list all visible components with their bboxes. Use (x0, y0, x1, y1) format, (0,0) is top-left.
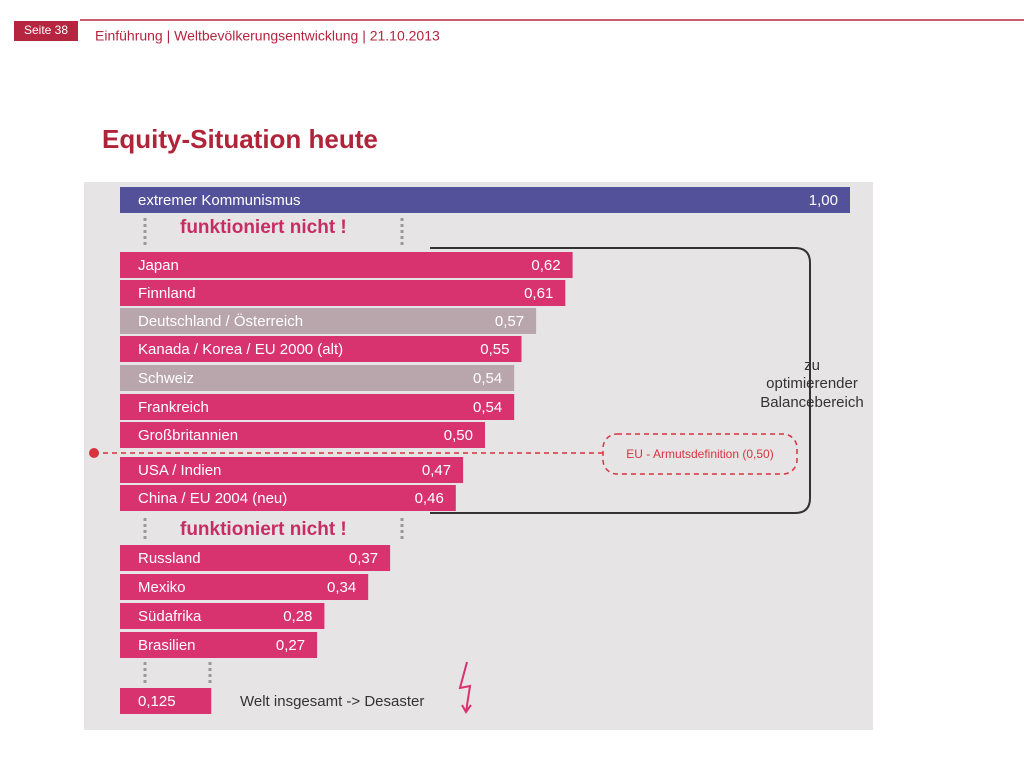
category-label: Südafrika (138, 608, 202, 625)
bar (120, 457, 464, 483)
value-label: 0,54 (473, 370, 502, 387)
value-label: 0,57 (495, 313, 524, 330)
category-label: Kanada / Korea / EU 2000 (alt) (138, 341, 343, 358)
value-label: 0,125 (138, 693, 176, 710)
chart-title: Equity-Situation heute (102, 124, 378, 154)
bar (120, 688, 212, 714)
category-label: Japan (138, 257, 179, 274)
category-label: USA / Indien (138, 462, 221, 479)
bar (120, 365, 515, 391)
category-label: Russland (138, 550, 201, 567)
category-label: Frankreich (138, 399, 209, 416)
page-label: Seite 38 (24, 23, 68, 37)
value-label: 0,50 (444, 427, 473, 444)
bar (120, 252, 573, 278)
value-label: 0,34 (327, 579, 356, 596)
annotation: EU - Armutsdefinition (0,50) (626, 447, 773, 461)
category-label: Finnland (138, 285, 196, 302)
annotation: optimierender (766, 375, 858, 392)
category-label: China / EU 2004 (neu) (138, 490, 287, 507)
value-label: 0,27 (276, 637, 305, 654)
value-label: 0,46 (415, 490, 444, 507)
page-badge (14, 21, 78, 41)
annotation: funktioniert nicht ! (180, 519, 347, 540)
bracket (430, 247, 811, 514)
bar (120, 394, 515, 420)
annotation: zu (804, 357, 820, 374)
dotted-markers (143, 218, 404, 684)
bar (120, 280, 566, 306)
category-label: Großbritannien (138, 427, 238, 444)
bar (120, 308, 537, 334)
bar (120, 545, 391, 571)
annotation: funktioniert nicht ! (180, 217, 347, 238)
value-label: 0,28 (283, 608, 312, 625)
annotation: Welt insgesamt -> Desaster (240, 693, 424, 710)
lightning (458, 661, 472, 714)
threshold-box (602, 433, 798, 475)
bar (120, 187, 850, 213)
value-label: 0,61 (524, 285, 553, 302)
bar (120, 336, 522, 362)
breadcrumb: Einführung | Weltbevölkerungsentwicklung… (95, 28, 440, 44)
bar (120, 485, 456, 511)
value-label: 0,55 (480, 341, 509, 358)
value-label: 0,54 (473, 399, 502, 416)
value-label: 0,47 (422, 462, 451, 479)
category-label: extremer Kommunismus (138, 192, 301, 209)
bar (120, 603, 325, 629)
category-label: Mexiko (138, 579, 186, 596)
annotation: Balancebereich (760, 394, 863, 411)
category-label: Deutschland / Österreich (138, 312, 303, 330)
bar (120, 422, 485, 448)
bar (120, 574, 369, 600)
value-label: 1,00 (809, 192, 838, 209)
category-label: Brasilien (138, 637, 196, 654)
value-label: 0,37 (349, 550, 378, 567)
bar (120, 632, 318, 658)
category-label: Schweiz (138, 370, 194, 387)
value-label: 0,62 (531, 257, 560, 274)
